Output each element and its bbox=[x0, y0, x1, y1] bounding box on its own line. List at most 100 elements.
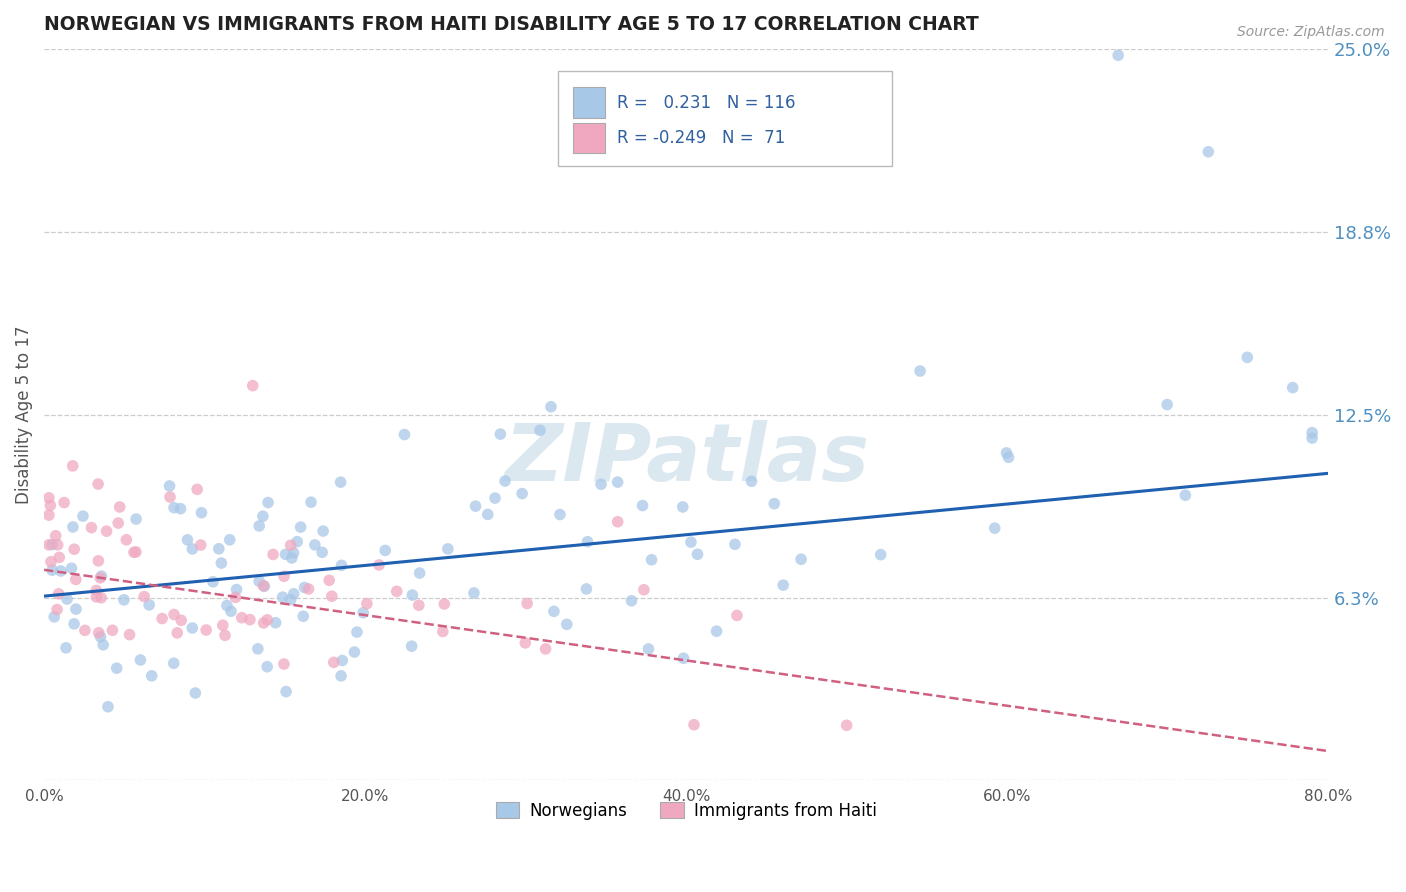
Text: R =   0.231   N = 116: R = 0.231 N = 116 bbox=[617, 94, 796, 112]
Point bbox=[101, 624, 124, 638]
FancyBboxPatch shape bbox=[574, 87, 605, 118]
Point bbox=[195, 623, 218, 637]
Point bbox=[283, 546, 305, 560]
Point bbox=[322, 656, 344, 670]
Point bbox=[122, 545, 145, 559]
Point bbox=[138, 598, 160, 612]
Point bbox=[385, 584, 408, 599]
FancyBboxPatch shape bbox=[574, 122, 605, 153]
Point bbox=[46, 602, 69, 616]
Point bbox=[63, 542, 86, 557]
Legend: Norwegians, Immigrants from Haiti: Norwegians, Immigrants from Haiti bbox=[489, 796, 883, 827]
Point bbox=[510, 486, 533, 500]
Point bbox=[56, 592, 79, 607]
Point bbox=[401, 639, 423, 653]
Point bbox=[53, 495, 76, 509]
Point bbox=[225, 591, 247, 605]
Point bbox=[60, 561, 83, 575]
Point bbox=[163, 657, 186, 671]
Point bbox=[706, 624, 728, 639]
Point bbox=[772, 578, 794, 592]
Point bbox=[96, 524, 118, 538]
Point bbox=[281, 551, 304, 566]
Point bbox=[41, 538, 63, 552]
Point bbox=[311, 545, 333, 559]
Point bbox=[45, 529, 67, 543]
Point bbox=[62, 520, 84, 534]
Point bbox=[1156, 398, 1178, 412]
Point bbox=[231, 611, 253, 625]
Point bbox=[262, 548, 284, 562]
Point bbox=[408, 566, 430, 580]
Point bbox=[108, 500, 131, 514]
Point bbox=[631, 499, 654, 513]
Point bbox=[38, 491, 60, 505]
Point bbox=[150, 611, 173, 625]
Point bbox=[208, 541, 231, 556]
Point bbox=[65, 602, 87, 616]
Point bbox=[118, 627, 141, 641]
Point bbox=[283, 587, 305, 601]
Point bbox=[273, 569, 295, 583]
Point bbox=[48, 550, 70, 565]
Point bbox=[997, 450, 1019, 465]
Point bbox=[86, 590, 108, 604]
Point bbox=[80, 520, 103, 534]
Point bbox=[63, 616, 86, 631]
Point bbox=[252, 579, 274, 593]
Point bbox=[318, 574, 340, 588]
Point bbox=[190, 538, 212, 552]
Point bbox=[186, 483, 208, 497]
Point bbox=[163, 607, 186, 622]
Point bbox=[606, 475, 628, 489]
Point bbox=[219, 604, 242, 618]
Point bbox=[225, 582, 247, 597]
Point bbox=[299, 495, 322, 509]
FancyBboxPatch shape bbox=[558, 71, 891, 167]
Point bbox=[274, 684, 297, 698]
Point bbox=[763, 497, 786, 511]
Text: NORWEGIAN VS IMMIGRANTS FROM HAITI DISABILITY AGE 5 TO 17 CORRELATION CHART: NORWEGIAN VS IMMIGRANTS FROM HAITI DISAB… bbox=[44, 15, 979, 34]
Point bbox=[163, 500, 186, 515]
Point bbox=[290, 520, 312, 534]
Point bbox=[489, 427, 512, 442]
Point bbox=[548, 508, 571, 522]
Point bbox=[215, 599, 238, 613]
Point bbox=[280, 592, 302, 607]
Y-axis label: Disability Age 5 to 17: Disability Age 5 to 17 bbox=[15, 326, 32, 504]
Point bbox=[72, 509, 94, 524]
Point bbox=[125, 545, 148, 559]
Point bbox=[90, 569, 112, 583]
Point bbox=[321, 589, 343, 603]
Point bbox=[253, 615, 276, 630]
Point bbox=[576, 534, 599, 549]
Point bbox=[247, 519, 270, 533]
Point bbox=[169, 501, 191, 516]
Point bbox=[312, 524, 335, 538]
Point bbox=[105, 661, 128, 675]
Point bbox=[48, 587, 70, 601]
Point bbox=[620, 594, 643, 608]
Point bbox=[141, 669, 163, 683]
Point bbox=[515, 636, 537, 650]
Point bbox=[995, 446, 1018, 460]
Point bbox=[257, 495, 280, 509]
Point bbox=[343, 645, 366, 659]
Point bbox=[134, 590, 156, 604]
Point bbox=[292, 609, 315, 624]
Point bbox=[247, 574, 270, 589]
Point bbox=[91, 638, 114, 652]
Point bbox=[983, 521, 1005, 535]
Point bbox=[176, 533, 198, 547]
Point bbox=[181, 621, 204, 635]
Point bbox=[494, 474, 516, 488]
Point bbox=[1107, 48, 1129, 62]
Point bbox=[49, 564, 72, 578]
Point bbox=[1174, 488, 1197, 502]
Point bbox=[543, 604, 565, 618]
Point bbox=[65, 573, 87, 587]
Point bbox=[540, 400, 562, 414]
Point bbox=[41, 563, 63, 577]
Point bbox=[87, 625, 110, 640]
Point bbox=[246, 641, 269, 656]
